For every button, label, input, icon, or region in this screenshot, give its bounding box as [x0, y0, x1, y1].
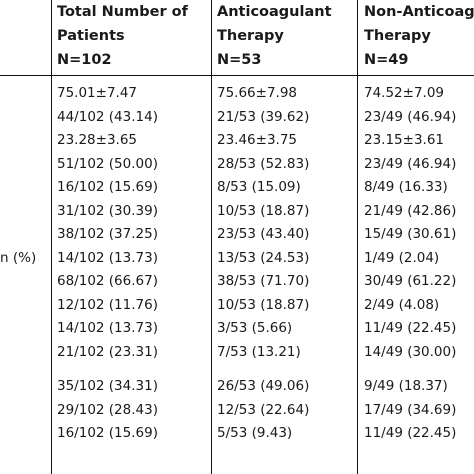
header-divider: [0, 75, 474, 76]
column-divider-2: [211, 0, 212, 474]
cell-total: 14/102 (13.73): [57, 249, 158, 266]
column-divider-1: [51, 0, 52, 474]
cell-total: 16/102 (15.69): [57, 425, 158, 441]
cell-non-anticoagulant: 74.52±7.09: [364, 85, 445, 101]
cell-total: 31/102 (30.39): [57, 202, 158, 219]
header-non-anticoagulant-line2: Therapy: [364, 28, 431, 44]
cell-anticoagulant: 26/53 (49.06): [217, 378, 310, 394]
cell-non-anticoagulant: 1/49 (2.04): [364, 249, 440, 266]
cell-anticoagulant: 10/53 (18.87): [217, 296, 310, 313]
column-divider-3: [357, 0, 358, 474]
cell-total: 21/102 (23.31): [57, 343, 158, 360]
cell-anticoagulant: 21/53 (39.62): [217, 108, 310, 125]
table-row: 31/102 (30.39) 10/53 (18.87) 21/49 (42.86): [0, 200, 474, 224]
cell-anticoagulant: 13/53 (24.53): [217, 249, 310, 266]
table-body: 75.01±7.47 75.66±7.98 74.52±7.09 44/102 (43…: [0, 82, 474, 446]
table-row: 68/102 (66.67) 38/53 (71.70) 30/49 (61.22): [0, 270, 474, 294]
table-row: 16/102 (15.69) 8/53 (15.09) 8/49 (16.33): [0, 176, 474, 200]
cell-total: 75.01±7.47: [57, 85, 138, 101]
table-row: 51/102 (50.00) 28/53 (52.83) 23/49 (46.94): [0, 153, 474, 177]
table-row: 35/102 (34.31) 26/53 (49.06) 9/49 (18.37): [0, 375, 474, 399]
cell-non-anticoagulant: 9/49 (18.37): [364, 378, 448, 394]
cell-anticoagulant: 12/53 (22.64): [217, 401, 310, 418]
header-anticoagulant-line2: Therapy: [217, 28, 284, 44]
header-total-n: N=102: [57, 52, 112, 68]
cell-non-anticoagulant: 2/49 (4.08): [364, 296, 440, 313]
cell-total: 16/102 (15.69): [57, 179, 158, 195]
cell-anticoagulant: 28/53 (52.83): [217, 155, 310, 172]
cell-non-anticoagulant: 8/49 (16.33): [364, 179, 448, 195]
table-row: 75.01±7.47 75.66±7.98 74.52±7.09: [0, 82, 474, 106]
cell-non-anticoagulant: 14/49 (30.00): [364, 343, 457, 360]
cell-non-anticoagulant: 21/49 (42.86): [364, 202, 457, 219]
cell-non-anticoagulant: 30/49 (61.22): [364, 273, 457, 289]
cell-total: 35/102 (34.31): [57, 378, 158, 394]
cell-non-anticoagulant: 17/49 (34.69): [364, 401, 457, 418]
cell-total: 23.28±3.65: [57, 132, 138, 148]
header-non-anticoagulant: Non-Anticoagu Therapy N=49: [364, 0, 474, 72]
cell-total: 68/102 (66.67): [57, 273, 158, 289]
table-row: 14/102 (13.73) 3/53 (5.66) 11/49 (22.45): [0, 317, 474, 341]
cell-non-anticoagulant: 23/49 (46.94): [364, 108, 457, 125]
cell-anticoagulant: 23.46±3.75: [217, 132, 298, 148]
table-row: 21/102 (23.31) 7/53 (13.21) 14/49 (30.00): [0, 341, 474, 365]
table-row: 12/102 (11.76) 10/53 (18.87) 2/49 (4.08): [0, 294, 474, 318]
cell-anticoagulant: 8/53 (15.09): [217, 179, 301, 195]
cell-anticoagulant: 75.66±7.98: [217, 85, 298, 101]
cell-total: 51/102 (50.00): [57, 155, 158, 172]
cell-non-anticoagulant: 15/49 (30.61): [364, 226, 457, 242]
table-row: 38/102 (37.25) 23/53 (43.40) 15/49 (30.61): [0, 223, 474, 247]
table-row: 23.28±3.65 23.46±3.75 23.15±3.61: [0, 129, 474, 153]
cell-total: 44/102 (43.14): [57, 108, 158, 125]
header-non-anticoagulant-n: N=49: [364, 52, 409, 68]
table-row: 44/102 (43.14) 21/53 (39.62) 23/49 (46.94): [0, 106, 474, 130]
cell-anticoagulant: 3/53 (5.66): [217, 320, 293, 336]
header-total-line2: Patients: [57, 28, 125, 44]
cell-anticoagulant: 7/53 (13.21): [217, 343, 301, 360]
cell-anticoagulant: 5/53 (9.43): [217, 425, 293, 441]
cell-non-anticoagulant: 11/49 (22.45): [364, 320, 457, 336]
table-row: 16/102 (15.69) 5/53 (9.43) 11/49 (22.45): [0, 422, 474, 446]
header-anticoagulant: Anticoagulant Therapy N=53: [217, 0, 332, 72]
cell-total: 29/102 (28.43): [57, 401, 158, 418]
header-anticoagulant-n: N=53: [217, 52, 262, 68]
cell-anticoagulant: 10/53 (18.87): [217, 202, 310, 219]
cell-non-anticoagulant: 23.15±3.61: [364, 132, 445, 148]
header-total-line1: Total Number of: [57, 4, 188, 20]
row-label: n (%): [0, 249, 37, 266]
cell-anticoagulant: 38/53 (71.70): [217, 273, 310, 289]
cell-total: 38/102 (37.25): [57, 226, 158, 242]
cell-total: 14/102 (13.73): [57, 320, 158, 336]
cell-total: 12/102 (11.76): [57, 296, 158, 313]
header-anticoagulant-line1: Anticoagulant: [217, 4, 332, 20]
header-total: Total Number of Patients N=102: [57, 0, 188, 72]
header-non-anticoagulant-line1: Non-Anticoagu: [364, 4, 474, 20]
table-row: 29/102 (28.43) 12/53 (22.64) 17/49 (34.69): [0, 399, 474, 423]
cell-anticoagulant: 23/53 (43.40): [217, 226, 310, 242]
cell-non-anticoagulant: 11/49 (22.45): [364, 425, 457, 441]
table-row: n (%) 14/102 (13.73) 13/53 (24.53) 1/49 (2.…: [0, 247, 474, 271]
cell-non-anticoagulant: 23/49 (46.94): [364, 155, 457, 172]
